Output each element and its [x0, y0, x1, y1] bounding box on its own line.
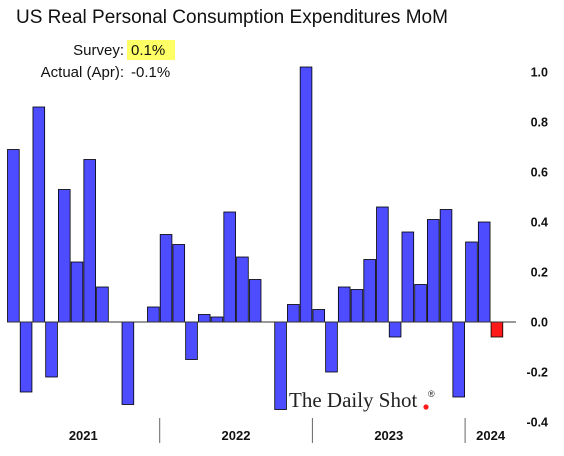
- bar-2024-02: [477, 221, 491, 323]
- bar-2023-02: [325, 321, 338, 373]
- bar-2021-01: [7, 149, 20, 323]
- bar-2022-01: [159, 234, 173, 323]
- bar-2021-04: [45, 321, 58, 378]
- bar-2021-05: [58, 189, 71, 323]
- bar-2022-05: [210, 316, 224, 323]
- survey-highlight: [127, 40, 175, 60]
- survey-label: Survey:: [73, 42, 124, 59]
- bar-2022-11: [287, 304, 300, 323]
- y-axis: 1.0 0.8 0.6 0.4 0.2 0.0 -0.2 -0.4: [526, 66, 548, 430]
- bar-2021-06: [70, 261, 84, 323]
- bar-2024-01: [465, 241, 478, 323]
- bar-2023-12: [452, 321, 465, 398]
- bar-2021-03: [32, 106, 46, 323]
- bar-2022-03: [185, 321, 198, 360]
- bar-2022-12: [299, 66, 313, 323]
- bar-2023-07: [388, 321, 402, 338]
- actual-label: Actual (Apr):: [41, 64, 124, 81]
- watermark: The Daily Shot ®: [289, 388, 435, 412]
- bar-2022-02: [172, 244, 186, 323]
- y-tick-label: 0.6: [531, 166, 548, 180]
- bar-2022-06: [223, 211, 236, 323]
- y-tick-label: 0.4: [531, 216, 548, 230]
- watermark-registered-mark: ®: [428, 389, 435, 399]
- bar-2023-09: [414, 284, 427, 323]
- watermark-text: The Daily Shot: [289, 388, 417, 412]
- bar-2023-11: [439, 209, 453, 323]
- bar-2023-08: [401, 231, 415, 323]
- bar-2023-10: [427, 219, 440, 323]
- x-year-label-2022: 2022: [222, 428, 251, 443]
- bar-2022-08: [248, 279, 262, 323]
- bar-2023-06: [376, 206, 389, 323]
- y-tick-label: -0.2: [526, 366, 548, 380]
- bar-2024-03: [490, 321, 504, 338]
- x-year-label-2023: 2023: [374, 428, 403, 443]
- bar-2021-10: [121, 321, 135, 405]
- bar-2021-07: [83, 159, 96, 323]
- bar-2023-03: [337, 286, 351, 323]
- bar-2021-12: [147, 306, 160, 323]
- bar-2022-07: [236, 256, 249, 323]
- x-year-label-2021: 2021: [69, 428, 98, 443]
- bar-series: [7, 66, 504, 410]
- bar-2021-08: [96, 286, 109, 323]
- y-tick-label: 0.0: [531, 316, 548, 330]
- actual-value: -0.1%: [131, 64, 170, 81]
- y-tick-label: -0.4: [526, 416, 548, 430]
- watermark-dot: [423, 404, 429, 410]
- chart-title: US Real Personal Consumption Expenditure…: [16, 7, 448, 28]
- bar-2023-05: [363, 259, 376, 323]
- bar-2022-10: [274, 321, 287, 410]
- x-year-label-2024: 2024: [476, 428, 506, 443]
- y-tick-label: 1.0: [531, 66, 548, 80]
- bar-2023-04: [350, 289, 364, 323]
- y-tick-label: 0.8: [531, 116, 548, 130]
- bar-2021-02: [19, 321, 33, 393]
- x-axis: 2021 2022 2023 2024: [69, 418, 506, 443]
- survey-value: 0.1%: [131, 42, 165, 59]
- y-tick-label: 0.2: [531, 266, 548, 280]
- bar-2022-04: [197, 314, 211, 323]
- bar-2023-01: [312, 309, 326, 323]
